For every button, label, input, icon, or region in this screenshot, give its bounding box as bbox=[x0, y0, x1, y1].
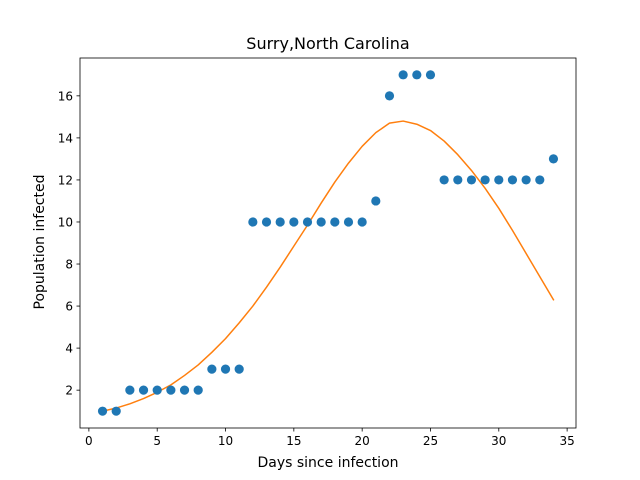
data-point bbox=[535, 175, 545, 185]
y-tick-label: 2 bbox=[65, 384, 73, 398]
data-point bbox=[357, 217, 367, 227]
data-point bbox=[193, 385, 203, 395]
x-tick-label: 0 bbox=[85, 434, 93, 448]
data-point bbox=[507, 175, 518, 185]
data-point bbox=[125, 385, 135, 395]
data-point bbox=[439, 175, 449, 185]
x-tick-label: 20 bbox=[355, 434, 370, 448]
data-point bbox=[316, 217, 326, 227]
y-tick-label: 6 bbox=[65, 300, 73, 314]
data-point bbox=[384, 91, 395, 101]
data-point bbox=[138, 385, 149, 395]
data-point bbox=[111, 406, 121, 416]
data-point bbox=[548, 154, 559, 164]
data-point bbox=[166, 385, 176, 395]
x-tick-label: 25 bbox=[423, 434, 438, 448]
data-point bbox=[234, 364, 244, 374]
y-tick-label: 8 bbox=[65, 258, 73, 272]
data-point bbox=[289, 217, 299, 227]
y-tick-label: 14 bbox=[58, 131, 73, 145]
data-point bbox=[152, 385, 162, 395]
data-point bbox=[425, 70, 436, 80]
plot-frame bbox=[79, 57, 577, 429]
data-point bbox=[330, 217, 340, 227]
data-point bbox=[453, 175, 463, 185]
data-point bbox=[398, 70, 408, 80]
data-point bbox=[261, 217, 272, 227]
chart-title: Surry,North Carolina bbox=[246, 34, 409, 53]
y-tick-label: 12 bbox=[58, 173, 73, 187]
data-point bbox=[343, 217, 354, 227]
y-tick-label: 10 bbox=[58, 215, 73, 229]
axes: 0 5 10 15 20 25 30 35 2 4 6 8 10 12 14 16 bbox=[58, 57, 577, 448]
x-tick-label: 35 bbox=[559, 434, 574, 448]
y-tick-label: 16 bbox=[58, 89, 73, 103]
data-point bbox=[248, 217, 258, 227]
data-point bbox=[207, 364, 217, 374]
data-point bbox=[371, 196, 381, 206]
y-tick-label: 4 bbox=[65, 342, 73, 356]
x-tick-label: 5 bbox=[153, 434, 161, 448]
data-point bbox=[521, 175, 531, 185]
data-point bbox=[179, 385, 190, 395]
x-tick-label: 30 bbox=[491, 434, 506, 448]
data-point bbox=[494, 175, 504, 185]
x-axis-label: Days since infection bbox=[257, 455, 398, 471]
plot-area bbox=[97, 70, 559, 416]
x-tick-label: 15 bbox=[286, 434, 301, 448]
y-axis-label: Population infected bbox=[32, 175, 48, 310]
data-point bbox=[466, 175, 477, 185]
data-point bbox=[302, 217, 313, 227]
data-point bbox=[97, 406, 108, 416]
fit-line bbox=[101, 120, 555, 413]
data-point bbox=[220, 364, 231, 374]
data-point bbox=[480, 175, 490, 185]
x-tick-label: 10 bbox=[218, 434, 233, 448]
data-point bbox=[412, 70, 422, 80]
data-point bbox=[275, 217, 285, 227]
